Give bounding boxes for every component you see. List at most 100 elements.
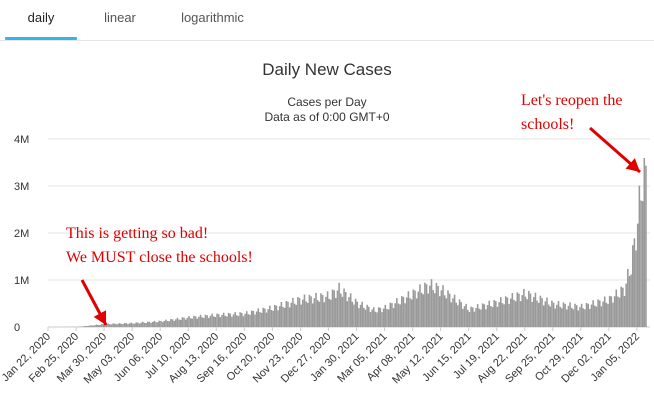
daily-case-bar [513, 299, 515, 327]
daily-case-bar [440, 290, 443, 327]
daily-case-bar [582, 308, 585, 327]
daily-case-bar [612, 302, 614, 327]
daily-case-bar [305, 301, 307, 327]
daily-case-bar [399, 304, 401, 327]
daily-case-bar [316, 300, 319, 327]
tab-daily[interactable]: daily [27, 10, 55, 25]
chart-title: Daily New Cases [262, 60, 392, 79]
daily-case-bar [338, 282, 340, 327]
daily-case-bar [234, 312, 236, 327]
daily-case-bar [219, 317, 222, 327]
daily-case-bar [374, 311, 377, 327]
daily-case-bar [209, 315, 212, 327]
daily-case-bar [249, 314, 251, 327]
daily-case-bar [339, 293, 342, 327]
daily-case-bar [500, 297, 502, 327]
daily-case-bar [323, 302, 326, 327]
daily-case-bar [128, 323, 131, 327]
daily-case-bar [211, 313, 213, 327]
daily-case-bar [470, 306, 472, 327]
y-tick-label: 4M [14, 134, 29, 146]
daily-case-bar [320, 293, 322, 327]
daily-case-bar [161, 322, 164, 327]
daily-case-bar [102, 324, 105, 327]
daily-case-bar [217, 314, 220, 327]
daily-case-bar [212, 316, 215, 327]
daily-case-bar [201, 317, 203, 327]
daily-case-bar [636, 223, 639, 327]
daily-case-bar [457, 305, 459, 327]
daily-case-bar [168, 321, 170, 327]
daily-case-bar [471, 307, 474, 327]
daily-case-bar [448, 293, 451, 327]
daily-case-bar [274, 304, 276, 327]
daily-case-bar [107, 323, 109, 327]
daily-case-bar [468, 312, 471, 327]
daily-case-bar [290, 302, 293, 327]
daily-case-bar [236, 315, 238, 327]
daily-case-bar [422, 294, 425, 327]
daily-case-bar [552, 302, 555, 327]
daily-case-bar [480, 309, 482, 327]
daily-case-bar [410, 299, 413, 327]
daily-case-bar [166, 320, 169, 327]
daily-case-bar [424, 282, 426, 327]
daily-case-bar [394, 303, 396, 327]
daily-case-bar [554, 308, 557, 327]
daily-case-bar [557, 301, 560, 327]
tab-linear[interactable]: linear [104, 10, 136, 25]
daily-case-bar [306, 302, 309, 327]
y-tick-label: 0 [14, 322, 20, 334]
daily-case-bar [179, 319, 182, 327]
daily-case-bar [85, 326, 88, 327]
daily-case-bar [559, 306, 561, 327]
daily-case-bar [546, 297, 548, 327]
daily-case-bar [620, 286, 622, 327]
daily-case-bar [501, 303, 504, 327]
daily-case-bar [194, 316, 197, 327]
arrow-to-reopen-point-head [625, 158, 640, 172]
daily-case-bar [224, 315, 227, 327]
daily-case-bar [419, 284, 421, 327]
daily-case-bar [536, 300, 538, 327]
daily-case-bar [603, 296, 606, 327]
daily-case-bar [462, 308, 464, 327]
daily-case-bar [143, 322, 146, 327]
daily-case-bar [351, 301, 354, 327]
daily-case-bar [622, 287, 624, 327]
daily-case-bar [361, 301, 364, 327]
daily-case-bar [112, 323, 114, 327]
daily-case-bar [97, 324, 100, 327]
daily-case-bar [625, 283, 627, 327]
daily-case-bar [344, 291, 347, 327]
daily-case-bar [402, 296, 405, 327]
daily-case-bar [191, 318, 194, 327]
daily-case-bar [594, 305, 596, 327]
daily-case-bar [203, 317, 205, 327]
daily-case-bar [346, 301, 349, 327]
daily-case-bar [504, 296, 507, 327]
tab-logarithmic[interactable]: logarithmic [181, 10, 244, 25]
chart-data-timestamp: Data as of 0:00 GMT+0 [264, 110, 390, 124]
daily-case-bar [417, 291, 420, 327]
daily-case-bar [94, 325, 96, 327]
daily-case-bar [308, 294, 311, 327]
daily-case-bar [618, 297, 621, 327]
daily-case-bar [142, 321, 144, 327]
daily-case-bar [511, 293, 514, 327]
daily-case-bar [542, 305, 545, 327]
daily-case-bar [146, 321, 149, 327]
daily-case-bar [232, 314, 235, 327]
daily-case-bar [562, 302, 565, 327]
daily-case-bar [641, 201, 644, 327]
daily-case-bar [514, 301, 517, 327]
daily-case-bar [298, 298, 301, 327]
annotation-close-line-1: This is getting so bad! [66, 225, 209, 242]
daily-case-bar [137, 322, 139, 327]
daily-case-bar [579, 307, 581, 327]
daily-case-bar [463, 306, 466, 327]
daily-case-bar [613, 296, 616, 327]
daily-case-bar [259, 312, 261, 327]
daily-case-bar [595, 306, 598, 327]
daily-case-bar [498, 302, 500, 327]
